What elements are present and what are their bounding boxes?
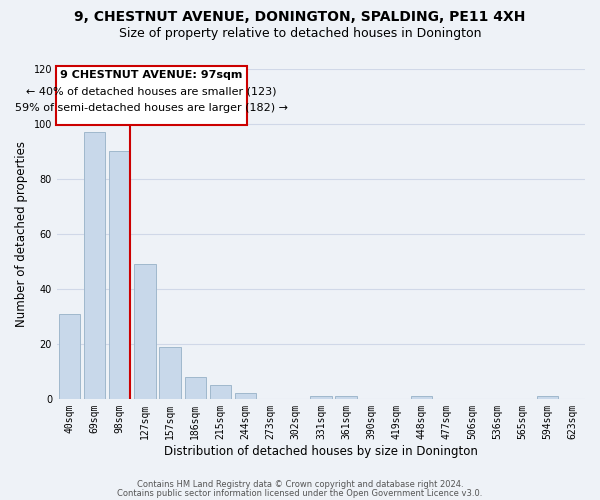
Bar [310,396,332,399]
Text: 9, CHESTNUT AVENUE, DONINGTON, SPALDING, PE11 4XH: 9, CHESTNUT AVENUE, DONINGTON, SPALDING,… [74,10,526,24]
Text: Contains HM Land Registry data © Crown copyright and database right 2024.: Contains HM Land Registry data © Crown c… [137,480,463,489]
Text: Size of property relative to detached houses in Donington: Size of property relative to detached ho… [119,28,481,40]
Bar [411,396,432,399]
Text: ← 40% of detached houses are smaller (123): ← 40% of detached houses are smaller (12… [26,87,277,97]
Bar [84,132,106,399]
Bar [209,385,231,399]
Bar [59,314,80,399]
Bar [235,394,256,399]
Bar [536,396,558,399]
Bar [160,346,181,399]
Y-axis label: Number of detached properties: Number of detached properties [15,141,28,327]
Text: Contains public sector information licensed under the Open Government Licence v3: Contains public sector information licen… [118,490,482,498]
Bar [134,264,155,399]
Bar [335,396,357,399]
Bar [185,377,206,399]
Text: 59% of semi-detached houses are larger (182) →: 59% of semi-detached houses are larger (… [15,104,288,114]
Text: 9 CHESTNUT AVENUE: 97sqm: 9 CHESTNUT AVENUE: 97sqm [60,70,242,81]
Bar [109,152,130,399]
X-axis label: Distribution of detached houses by size in Donington: Distribution of detached houses by size … [164,444,478,458]
